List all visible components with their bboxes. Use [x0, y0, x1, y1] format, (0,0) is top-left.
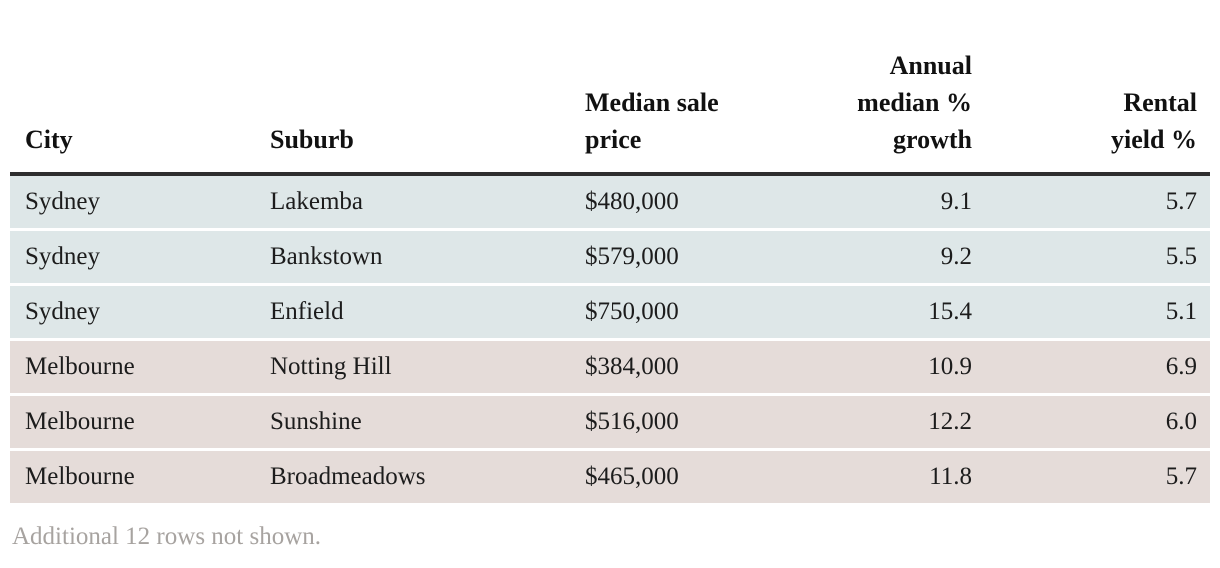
table-row: Melbourne Sunshine $516,000 12.2 6.0 — [10, 394, 1210, 451]
cell-suburb: Lakemba — [255, 174, 570, 231]
header-row: City Suburb Median sale price Annual med… — [10, 0, 1210, 176]
cell-annual-median-growth: 11.8 — [755, 449, 985, 506]
cell-rental-yield: 5.7 — [985, 174, 1210, 231]
cell-annual-median-growth: 9.2 — [755, 229, 985, 286]
cell-median-sale-price: $516,000 — [570, 394, 755, 451]
cell-suburb: Notting Hill — [255, 339, 570, 396]
table-row: Melbourne Broadmeadows $465,000 11.8 5.7 — [10, 449, 1210, 506]
cell-city: Melbourne — [10, 394, 255, 451]
table-row: Sydney Bankstown $579,000 9.2 5.5 — [10, 229, 1210, 286]
cell-suburb: Broadmeadows — [255, 449, 570, 506]
column-header-suburb: Suburb — [255, 0, 570, 176]
suburbs-table: City Suburb Median sale price Annual med… — [10, 0, 1210, 506]
cell-city: Sydney — [10, 229, 255, 286]
column-header-city: City — [10, 0, 255, 176]
cell-city: Melbourne — [10, 449, 255, 506]
column-header-median-sale-price: Median sale price — [570, 0, 755, 176]
cell-city: Sydney — [10, 284, 255, 341]
table-row: Sydney Lakemba $480,000 9.1 5.7 — [10, 174, 1210, 231]
cell-median-sale-price: $579,000 — [570, 229, 755, 286]
cell-city: Melbourne — [10, 339, 255, 396]
cell-suburb: Enfield — [255, 284, 570, 341]
cell-annual-median-growth: 12.2 — [755, 394, 985, 451]
table-row: Sydney Enfield $750,000 15.4 5.1 — [10, 284, 1210, 341]
cell-rental-yield: 5.1 — [985, 284, 1210, 341]
cell-suburb: Sunshine — [255, 394, 570, 451]
cell-rental-yield: 6.0 — [985, 394, 1210, 451]
column-header-annual-median-growth: Annual median % growth — [755, 0, 985, 176]
cell-annual-median-growth: 9.1 — [755, 174, 985, 231]
cell-rental-yield: 5.7 — [985, 449, 1210, 506]
cell-median-sale-price: $480,000 — [570, 174, 755, 231]
cell-annual-median-growth: 15.4 — [755, 284, 985, 341]
table-row: Melbourne Notting Hill $384,000 10.9 6.9 — [10, 339, 1210, 396]
cell-city: Sydney — [10, 174, 255, 231]
cell-median-sale-price: $465,000 — [570, 449, 755, 506]
cell-median-sale-price: $384,000 — [570, 339, 755, 396]
table-body: Sydney Lakemba $480,000 9.1 5.7 Sydney B… — [10, 174, 1210, 506]
column-header-rental-yield: Rental yield % — [985, 0, 1210, 176]
cell-median-sale-price: $750,000 — [570, 284, 755, 341]
cell-rental-yield: 6.9 — [985, 339, 1210, 396]
cell-rental-yield: 5.5 — [985, 229, 1210, 286]
footer-note: Additional 12 rows not shown. — [12, 523, 322, 550]
cell-annual-median-growth: 10.9 — [755, 339, 985, 396]
cell-suburb: Bankstown — [255, 229, 570, 286]
property-table-page: City Suburb Median sale price Annual med… — [10, 0, 1210, 550]
